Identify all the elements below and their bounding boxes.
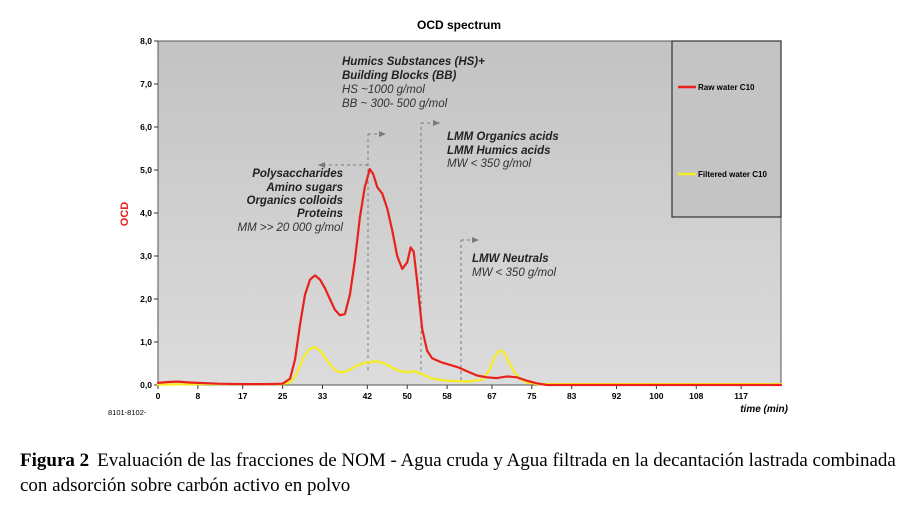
legend: Raw water C10 Filtered water C10: [671, 40, 782, 218]
x-tick-label: 58: [442, 391, 452, 401]
y-tick-label: 5,0: [140, 165, 152, 175]
caption-text: Evaluación de las fracciones de NOM - Ag…: [20, 450, 896, 496]
x-tick-label: 25: [278, 391, 288, 401]
annotation-line: Amino sugars: [265, 182, 343, 194]
y-tick-label: 8,0: [140, 36, 152, 46]
chart-title: OCD spectrum: [417, 18, 501, 32]
caption-label: Figura 2: [20, 450, 90, 471]
annotation-line: Organics colloids: [247, 195, 344, 207]
y-tick-label: 7,0: [140, 79, 152, 89]
x-tick-label: 17: [238, 391, 248, 401]
x-tick-label: 50: [402, 391, 412, 401]
annotation-line: LMW Neutrals: [472, 253, 549, 265]
legend-label-raw: Raw water C10: [698, 83, 755, 92]
legend-label-filtered: Filtered water C10: [698, 170, 767, 179]
x-tick-label: 33: [318, 391, 328, 401]
annotation-line: Humics Substances (HS)+: [342, 56, 485, 68]
x-tick-label: 83: [567, 391, 577, 401]
annotation-line: Polysaccharides: [252, 168, 343, 180]
y-tick-label: 4,0: [140, 208, 152, 218]
series-layer: [156, 168, 783, 387]
annotation-line: LMM Humics acids: [447, 145, 551, 157]
series-line-filtered-water: [156, 346, 783, 386]
x-tick-label: 100: [649, 391, 663, 401]
x-tick-label: 67: [487, 391, 497, 401]
x-tick-label: 0: [156, 391, 161, 401]
figure-caption: Figura 2 Evaluación de las fracciones de …: [20, 448, 900, 498]
annotation-humics: Humics Substances (HS)+ Building Blocks …: [342, 56, 485, 110]
annotation-lmm-acids: LMM Organics acids LMM Humics acids MW <…: [447, 131, 559, 170]
annotation-line: Building Blocks (BB): [342, 70, 457, 82]
x-tick-label: 75: [527, 391, 537, 401]
y-axis-label: OCD: [119, 202, 131, 227]
annotation-guides: [318, 120, 479, 380]
x-axis-label: time (min): [740, 404, 788, 415]
y-tick-label: 0,0: [140, 380, 152, 390]
annotation-line: Proteins: [297, 208, 343, 220]
x-axis-ticks: 0 8 17 25 33 42 50 58 67 75 83 92 100 108 117: [156, 385, 748, 401]
annotation-line: HS ~1000 g/mol: [342, 84, 425, 96]
y-tick-label: 1,0: [140, 337, 152, 347]
annotation-line: BB ~ 300- 500 g/mol: [342, 98, 448, 110]
annotation-line: MM >> 20 000 g/mol: [238, 222, 344, 234]
chart-footnote: 8101-8102-: [108, 408, 147, 417]
annotation-line: MW < 350 g/mol: [472, 267, 556, 279]
x-tick-label: 108: [689, 391, 703, 401]
x-tick-label: 92: [612, 391, 622, 401]
annotation-lmw-neutrals: LMW Neutrals MW < 350 g/mol: [472, 253, 556, 279]
x-tick-label: 8: [196, 391, 201, 401]
y-axis-ticks: 0,0 1,0 2,0 3,0 4,0 5,0 6,0 7,0 8,0: [140, 36, 158, 390]
x-tick-label: 42: [363, 391, 373, 401]
x-tick-label: 117: [734, 391, 748, 401]
y-tick-label: 3,0: [140, 251, 152, 261]
y-tick-label: 6,0: [140, 122, 152, 132]
annotation-line: LMM Organics acids: [447, 131, 559, 143]
legend-box: [671, 40, 782, 218]
annotation-polysaccharides: Polysaccharides Amino sugars Organics co…: [238, 168, 344, 234]
annotation-line: MW < 350 g/mol: [447, 158, 531, 170]
series-line-raw-water: [156, 168, 783, 387]
ocd-chart: OCD spectrum 0,0 1,0 2,0 3,0 4,0 5,0 6,0 7,0 8,0…: [108, 18, 789, 417]
y-tick-label: 2,0: [140, 294, 152, 304]
